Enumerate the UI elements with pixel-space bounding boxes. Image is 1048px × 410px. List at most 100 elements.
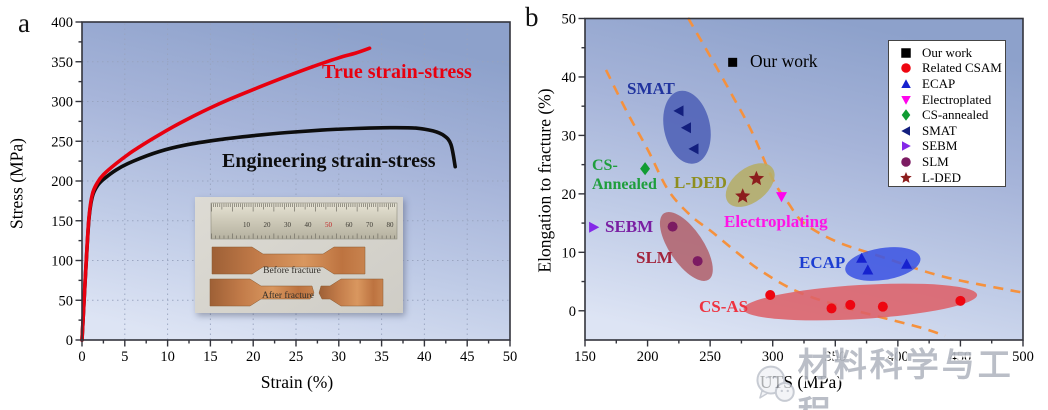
marker-our-work (728, 57, 738, 67)
cs-annealed-label: CS- Annealed (592, 156, 657, 194)
marker-cs-annealed (640, 162, 650, 176)
marker-ecap (862, 264, 874, 275)
marker-related-csam (765, 289, 776, 300)
panel-a-tick-label: 100 (51, 254, 73, 270)
panel-a-tick-label: 45 (460, 349, 475, 365)
specimen-photo-inset: 10 20 30 40 50 60 70 80 Before fracture After f… (195, 197, 403, 313)
legend-item: SLM (896, 154, 1005, 170)
legend-marker (901, 63, 911, 74)
panel-a-tick-label: 50 (59, 293, 74, 309)
group-ellipse-cs-as (743, 283, 978, 321)
legend-item: SEBM (896, 138, 1005, 155)
panel-b-tick-label: 350 (824, 349, 846, 365)
specimen-photo-graphics: 10 20 30 40 50 60 70 80 Before fracture After f… (209, 202, 398, 307)
panel-a-tick-label: 40 (417, 349, 432, 365)
lded-label: L-DED (674, 173, 727, 192)
curve-true-strain-stress (80, 46, 372, 342)
panel-a-tick-label: 200 (51, 174, 73, 190)
panel-b-letter: b (525, 2, 539, 32)
panel-b-tick-label: 20 (562, 187, 577, 203)
legend-marker-diamond-icon (901, 109, 911, 121)
legend-label: CS-annealed (922, 107, 989, 123)
legend-marker-triangle-up-icon (901, 79, 911, 88)
panel-b-tick-label: 10 (562, 245, 577, 261)
legend-item: Our work (896, 45, 1005, 61)
legend-marker (901, 109, 911, 121)
panel-a-xaxis-title: Strain (%) (260, 372, 334, 392)
panel-a-tick-label: 20 (246, 349, 261, 365)
specimen-before-fracture (211, 246, 366, 275)
ruler-number: 40 (305, 221, 313, 229)
before-fracture-label: Before fracture (263, 265, 321, 276)
legend-label: SLM (922, 153, 949, 169)
legend-item: ECAP (896, 76, 1005, 92)
panel-a-yaxis-title: Stress (MPa) (6, 138, 27, 229)
ruler (210, 202, 398, 240)
panel-a-tick-label: 35 (374, 349, 389, 365)
legend-label: L-DED (922, 169, 961, 185)
panel-a-tick-label: 50 (503, 349, 518, 365)
ruler-number: 30 (284, 221, 292, 229)
legend-marker (901, 79, 911, 88)
marker-sebm (589, 221, 600, 233)
chat-bubbles-icon (756, 365, 795, 402)
ruler-number: 70 (366, 221, 374, 229)
legend-marker-square-icon (901, 48, 911, 58)
panel-a-tick-label: 5 (121, 349, 128, 365)
legend-label: Electroplated (922, 91, 992, 107)
panel-b-yaxis-title: Elongation to fracture (%) (534, 88, 555, 273)
panel-b-tick-label: 300 (762, 349, 784, 365)
legend-label: ECAP (922, 75, 956, 91)
panel-a-tick-label: 350 (51, 55, 73, 71)
panel-a-tick-label: 150 (51, 214, 73, 230)
legend-marker (902, 141, 911, 152)
marker-slm (692, 256, 703, 267)
panel-a-tick-label: 0 (66, 333, 73, 349)
panel-a-tick-label: 25 (289, 349, 304, 365)
true-curve-label: True strain-stress (322, 61, 472, 83)
legend-item: Electroplated (896, 92, 1005, 108)
marker-l-ded (735, 188, 751, 203)
ecap-label: ECAP (799, 253, 846, 272)
legend-marker (901, 48, 911, 58)
specimen-after-fracture-left (209, 278, 315, 307)
legend-marker (901, 157, 911, 167)
ruler-number: 60 (346, 221, 354, 229)
marker-smat (680, 122, 691, 134)
engineering-curve-label: Engineering strain-stress (222, 150, 436, 172)
ruler-numbers: 10 20 30 40 50 60 70 80 (243, 221, 394, 229)
slm-label: SLM (636, 248, 673, 267)
legend-item: Related CSAM (896, 60, 1005, 77)
marker-electroplated (776, 192, 787, 203)
panel-a-tick-label: 10 (160, 349, 175, 365)
watermark-text: 材料科学与工程 (797, 346, 1014, 410)
marker-smat (673, 105, 684, 117)
legend-label: SEBM (922, 138, 958, 154)
electroplating-label: Electroplating (724, 212, 828, 231)
panel-a-tick-label: 250 (51, 134, 73, 150)
panel-a-letter: a (18, 8, 30, 38)
specimen-after-fracture-right (318, 278, 384, 307)
panel-b-tick-label: 30 (562, 128, 577, 144)
legend-marker-triangle-right-icon (902, 141, 911, 152)
panel-b-tick-label: 150 (574, 349, 596, 365)
panel-b-tick-label: 400 (887, 349, 909, 365)
panel-b-tick-label: 450 (950, 349, 972, 365)
legend-label: Our work (922, 44, 973, 60)
cs-as-label: CS-AS (699, 297, 749, 316)
panel-b-tick-label: 50 (562, 12, 577, 28)
marker-ecap (856, 252, 868, 263)
panel-a-tick-label: 300 (51, 95, 73, 111)
ruler-number: 10 (243, 221, 251, 229)
panel-b-tick-label: 200 (637, 349, 659, 365)
panel-b-tick-label: 250 (699, 349, 721, 365)
legend-marker-circle-icon (901, 157, 911, 167)
tradeoff-dashed-curve-2 (686, 17, 1024, 294)
our-work-label: Our work (750, 51, 818, 71)
cs-annealed-label-line1: CS- (592, 157, 618, 174)
panel-a-tick-label: 30 (332, 349, 347, 365)
marker-related-csam (826, 303, 837, 314)
panel-a-tick-label: 15 (203, 349, 218, 365)
smat-label: SMAT (627, 79, 675, 98)
